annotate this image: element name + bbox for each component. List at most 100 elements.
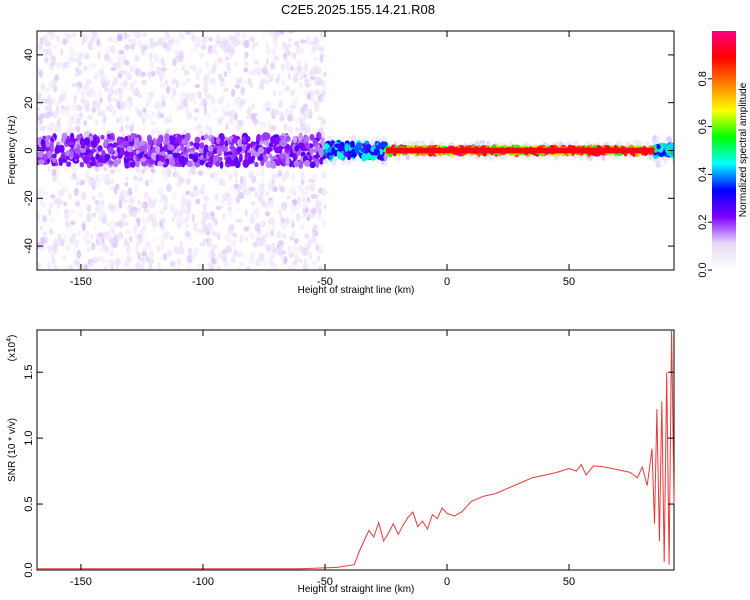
spectrogram-point-1405 (270, 261, 276, 268)
spectrogram-point-604 (281, 77, 286, 87)
spectrogram-point-1525 (83, 54, 90, 60)
spectrogram-point-1284 (132, 209, 138, 218)
snr-y-multiplier-text: (x104) (6, 335, 18, 362)
spectrogram-point-1062 (49, 202, 54, 208)
spectrogram-point-1050 (281, 41, 287, 50)
spectrogram-point-259 (293, 68, 298, 74)
spectrogram-point-1029 (83, 120, 87, 127)
spectrogram-point-1178 (44, 111, 51, 119)
spectrogram-point-1342 (265, 47, 272, 56)
spectrogram-point-485 (177, 32, 184, 38)
spectrogram-point-657 (47, 164, 52, 172)
spectrogram-point-940 (178, 105, 185, 110)
spectrogram-point-579 (149, 40, 155, 50)
spectrogram-point-809 (269, 62, 276, 70)
spectrogram-point-650 (322, 221, 327, 229)
spectrogram-point-2580 (360, 147, 367, 152)
spectrogram-point-1069 (116, 100, 121, 110)
spectrogram-point-2288 (159, 137, 164, 143)
spectrogram-point-304 (288, 188, 292, 197)
spectrogram-point-2351 (268, 142, 274, 148)
spectrogram-point-159 (247, 224, 251, 233)
spectrogram-point-1431 (85, 78, 92, 86)
snr-series-line (37, 329, 675, 570)
snr-x-tick-label-0: -150 (70, 576, 92, 588)
spectrogram-point-1538 (211, 251, 216, 258)
spectrogram-point-1217 (181, 92, 188, 97)
spectrogram-point-1584 (218, 251, 224, 260)
spectrogram-point-2339 (68, 141, 74, 146)
spectrogram-point-466 (283, 257, 288, 263)
spectrogram-point-1413 (320, 79, 325, 87)
spectrogram-point-1198 (278, 206, 283, 212)
spectrogram-point-1585 (250, 113, 256, 122)
spectrogram-point-2162 (76, 134, 82, 140)
spectrogram-point-936 (97, 247, 104, 252)
spectrogram-point-1577 (111, 81, 117, 87)
spectrogram-point-489 (234, 31, 241, 38)
spectrogram-point-1626 (173, 246, 180, 254)
spectrogram-point-89 (169, 235, 174, 241)
spectrogram-point-816 (263, 260, 268, 266)
spectrogram-point-13 (114, 166, 121, 174)
spectrogram-point-2290 (155, 154, 160, 162)
spectrogram-point-755 (291, 230, 296, 238)
spectrogram-point-1561 (44, 40, 50, 47)
spectrogram-point-1650 (142, 122, 147, 129)
spectrogram-point-1185 (280, 62, 285, 72)
spectrogram-point-528 (298, 244, 304, 253)
spectrogram-point-1523 (166, 182, 171, 191)
spectrogram-point-527 (164, 79, 168, 86)
spectrogram-point-1750 (194, 136, 201, 144)
spectrogram-point-1222 (67, 62, 71, 69)
spectrogram-point-2345 (181, 139, 186, 145)
spectrogram-point-484 (203, 74, 210, 84)
spectrogram-point-1027 (253, 67, 257, 76)
spectrogram-point-1531 (310, 183, 316, 192)
spectrogram-point-1374 (229, 231, 235, 237)
spectrogram-point-1238 (125, 255, 130, 264)
spectrogram-point-1484 (37, 43, 43, 50)
spectrogram-point-1068 (47, 207, 52, 217)
spectrogram-point-843 (234, 178, 239, 185)
spectrogram-point-1394 (96, 38, 101, 47)
spectrogram-point-2301 (246, 136, 251, 142)
spectrogram-point-2001 (140, 157, 147, 162)
spectrogram-point-218 (160, 93, 166, 103)
spectrogram-point-2340 (43, 153, 48, 162)
spectrogram-point-1911 (221, 145, 229, 152)
spectrogram-point-1512 (50, 61, 55, 67)
spectrogram-point-70 (242, 253, 249, 260)
spectrogram-point-2335 (244, 152, 252, 157)
spectrogram-point-2201 (90, 148, 97, 153)
spectrogram-point-1547 (229, 46, 236, 55)
spectrogram-point-2348 (231, 137, 236, 144)
spectrogram-point-846 (230, 113, 234, 119)
snr-y-multiplier: (x104) (6, 335, 18, 362)
spectrogram-point-1597 (233, 112, 238, 121)
spectrogram-point-1108 (184, 209, 189, 216)
spectrogram-point-1416 (298, 81, 303, 90)
spectrogram-point-208 (65, 245, 71, 252)
spectrogram-point-1540 (272, 37, 277, 47)
spectrogram-point-522 (228, 173, 233, 181)
spectrogram-point-2074 (129, 161, 136, 168)
spectrogram-point-916 (179, 209, 184, 218)
spectrogram-point-921 (198, 51, 205, 58)
spectrogram-point-1578 (167, 113, 173, 120)
spectrogram-point-1620 (82, 264, 89, 270)
spectrogram-x-ticks: -150 -100 -50 0 50 (70, 31, 575, 288)
spectrogram-point-1295 (278, 100, 284, 109)
spectrogram-point-993 (198, 130, 204, 137)
spectrogram-point-1354 (300, 171, 306, 180)
snr-x-tick-label-4: 50 (563, 576, 575, 588)
spectrogram-point-2285 (247, 155, 253, 164)
spectrogram-point-1502 (203, 194, 209, 203)
spectrogram-point-2235 (275, 158, 282, 166)
spectrogram-point-2334 (246, 143, 251, 151)
spectrogram-point-356 (204, 167, 209, 174)
spectrogram-point-1615 (245, 267, 251, 270)
spectrogram-point-1145 (115, 183, 120, 190)
spectrogram-point-24 (205, 61, 209, 68)
spectrogram-point-1146 (163, 41, 168, 50)
